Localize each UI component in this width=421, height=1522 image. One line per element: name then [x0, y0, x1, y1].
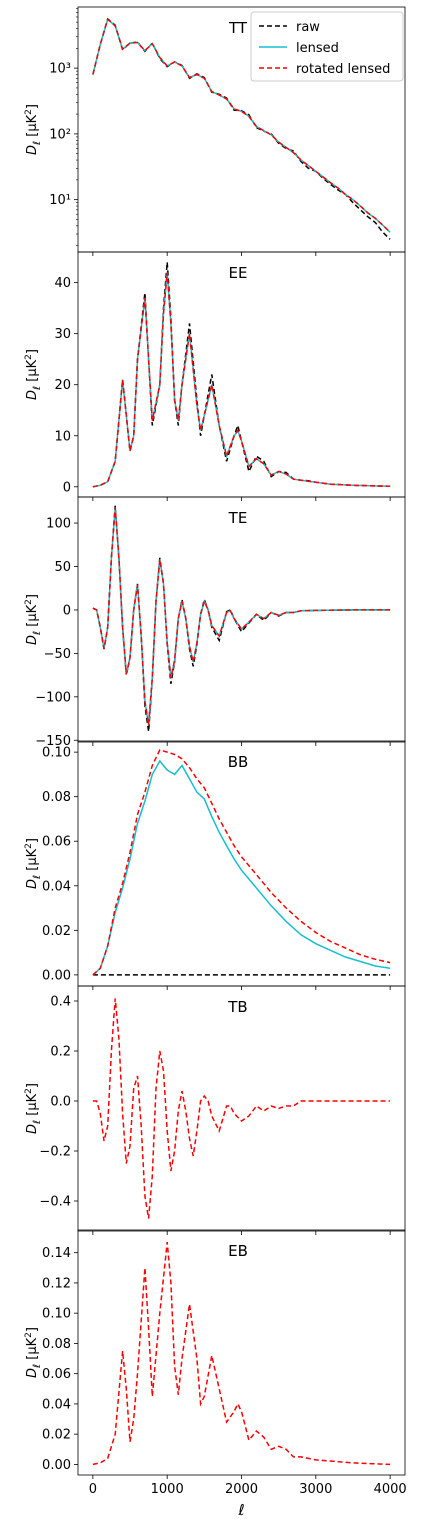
- x-tick-label: 2000: [225, 1482, 258, 1497]
- y-tick-label: 0.10: [42, 746, 71, 761]
- x-tick-label: 3000: [299, 1482, 332, 1497]
- y-tick-label: 0.08: [42, 1337, 71, 1352]
- y-tick-label: 0.00: [42, 1458, 71, 1473]
- y-axis-label: Dℓ [μK2]: [24, 1083, 43, 1134]
- x-tick-label: 1000: [151, 1482, 184, 1497]
- y-tick-label: 0: [63, 480, 71, 495]
- y-tick-label: 0.4: [50, 995, 71, 1010]
- series-lensed-te: [92, 507, 391, 725]
- y-tick-label: 30: [54, 327, 71, 342]
- y-tick-label: 0.02: [42, 1428, 71, 1443]
- axes-frame: [77, 1229, 406, 1476]
- y-axis-label: Dℓ [μK2]: [24, 594, 43, 645]
- panel-ee: 0 10 20 30 40 EE Dℓ [μK2]: [24, 251, 406, 501]
- y-tick-label: −100: [35, 690, 71, 705]
- y-tick-label: 0.0: [50, 1095, 71, 1110]
- y-axis-label: Dℓ [μK2]: [24, 349, 43, 400]
- panel-bb: 0.00 0.02 0.04 0.06 0.08 0.10 BB Dℓ [μK2]: [24, 740, 406, 990]
- x-tick-label: 4000: [374, 1482, 407, 1497]
- y-tick-label: 10³: [49, 62, 71, 77]
- x-tick-label: 0: [89, 1482, 97, 1497]
- panel-title: TT: [228, 19, 248, 37]
- panel-title: EE: [229, 264, 248, 282]
- y-tick-label: 0.10: [42, 1307, 71, 1322]
- y-tick-label: 50: [54, 560, 71, 575]
- y-tick-label: 100: [46, 517, 71, 532]
- panel-tt: 10¹ 10² 10³ TT Dℓ [μK2]: [24, 6, 406, 256]
- y-tick-label: −0.2: [39, 1145, 71, 1160]
- y-tick-label: 0.00: [42, 968, 71, 983]
- y-axis-label: Dℓ [μK2]: [24, 104, 43, 155]
- legend-label-lensed: lensed: [296, 41, 339, 56]
- series-lensed-bb: [92, 759, 391, 976]
- series-lensed-ee: [92, 272, 391, 488]
- series-rotated-lensed-tb: [92, 998, 391, 1219]
- y-tick-label: 0.06: [42, 835, 71, 850]
- y-tick-label: 20: [54, 378, 71, 393]
- y-axis-label: Dℓ [μK2]: [24, 1327, 43, 1378]
- y-tick-label: 10¹: [49, 193, 71, 208]
- y-axis-label: Dℓ [μK2]: [24, 838, 43, 889]
- y-tick-label: 10: [54, 429, 71, 444]
- y-tick-label: 0: [63, 603, 71, 618]
- y-tick-label: −150: [35, 734, 71, 749]
- panel-eb: 0.00 0.02 0.04 0.06 0.08 0.10 0.12 0.14 EB Dℓ [μK…: [24, 1229, 406, 1479]
- legend-box: [250, 11, 404, 82]
- y-tick-label: 0.02: [42, 924, 71, 939]
- y-tick-label: 0.2: [50, 1045, 71, 1060]
- legend-label-rotated-lensed: rotated lensed: [296, 62, 390, 77]
- y-tick-label: 10²: [49, 127, 71, 142]
- y-tick-label: 0.06: [42, 1367, 71, 1382]
- panel-title: BB: [228, 753, 249, 771]
- axes-frame: [77, 985, 406, 1232]
- y-tick-label: 0.04: [42, 1397, 71, 1412]
- y-tick-label: 0.04: [42, 879, 71, 894]
- series-raw-te: [92, 505, 391, 732]
- series-rotated-lensed-bb: [92, 748, 391, 976]
- series-rotated-lensed-tt: [92, 18, 391, 233]
- y-tick-label: −50: [44, 647, 71, 662]
- series-rotated-lensed-te: [92, 507, 391, 725]
- y-tick-label: 0.12: [42, 1276, 71, 1291]
- series-rotated-lensed-eb: [92, 1242, 391, 1466]
- legend: raw lensed rotated lensed: [250, 11, 404, 82]
- x-axis-label: ℓ: [237, 1501, 244, 1519]
- series-rotated-lensed-ee: [92, 272, 391, 488]
- panel-title: EB: [228, 1242, 248, 1260]
- panel-te: −150 −100 −50 0 50 100 TE Dℓ [μK2]: [24, 496, 406, 749]
- y-tick-label: 0.14: [42, 1246, 71, 1261]
- axes-frame: [77, 496, 406, 743]
- axes-frame: [77, 740, 406, 987]
- y-tick-label: −0.4: [39, 1195, 71, 1210]
- axes-frame: [77, 251, 406, 498]
- y-tick-label: 0.08: [42, 790, 71, 805]
- y-tick-label: 40: [54, 276, 71, 291]
- panel-title: TE: [228, 509, 248, 527]
- panel-title: TB: [227, 998, 247, 1016]
- panel-tb: −0.4 −0.2 0.0 0.2 0.4 TB Dℓ [μK2]: [24, 985, 406, 1235]
- legend-label-raw: raw: [296, 20, 320, 35]
